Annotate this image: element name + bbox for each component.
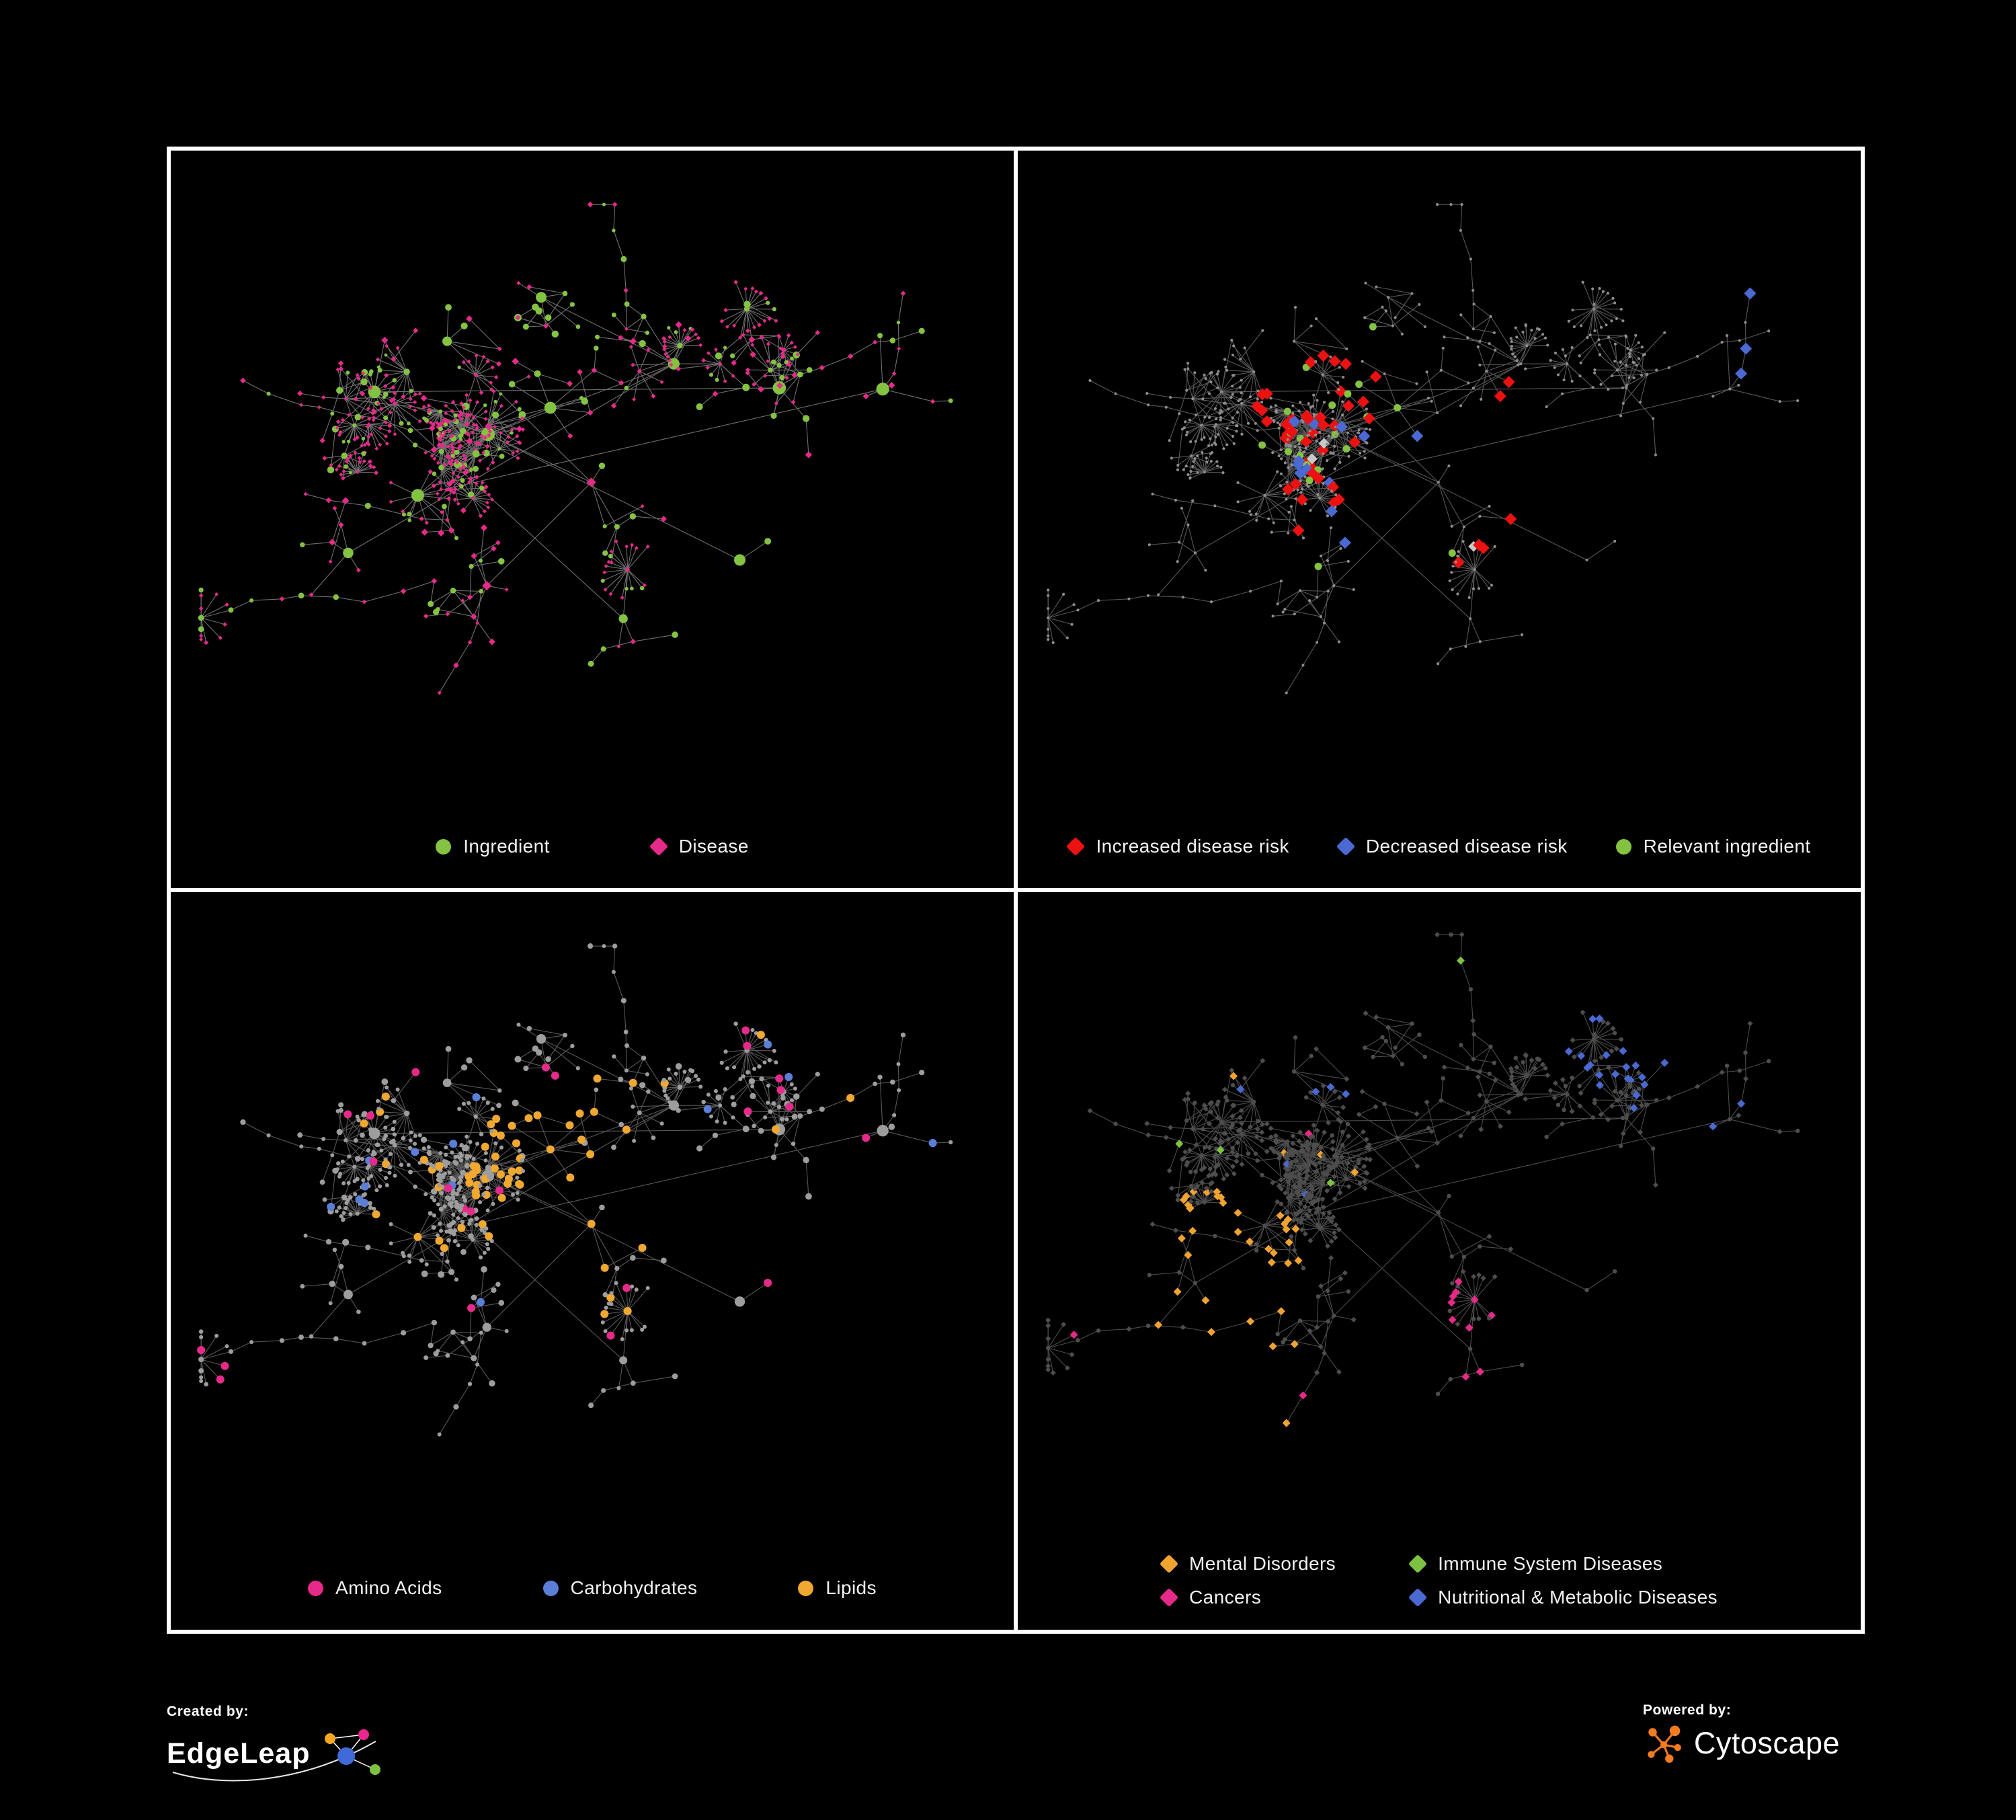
network-graph-ingredient-disease — [198, 201, 953, 695]
panel-disease-risk: Increased disease risk Decreased disease… — [1018, 151, 1861, 888]
legend-disease-risk: Increased disease risk Decreased disease… — [1018, 832, 1861, 888]
legend-label-lipids: Lipids — [825, 1577, 877, 1598]
legend-item-ingredient: Ingredient — [436, 836, 550, 857]
figure-grid: Ingredient Disease Increased disease ris… — [167, 147, 1865, 1634]
network-graph-nutrient-classes — [197, 943, 953, 1437]
legend-label-carbohydrates: Carbohydrates — [570, 1577, 698, 1598]
legend-item-increased-risk: Increased disease risk — [1066, 836, 1289, 857]
legend-item-disease: Disease — [649, 836, 749, 857]
legend-label-ingredient: Ingredient — [463, 836, 550, 857]
relevant-ingredient-circle-marker — [1615, 838, 1631, 855]
network-graph-disease-risk — [1047, 203, 1800, 695]
cytoscape-logo-icon — [1648, 1725, 1681, 1763]
ingredient-circle-marker — [436, 838, 452, 855]
network-graph-disease-categories — [1045, 932, 1800, 1427]
legend-label-disease: Disease — [678, 836, 749, 857]
decreased-risk-diamond-marker — [1336, 836, 1355, 857]
legend-label-decreased-risk: Decreased disease risk — [1365, 836, 1568, 857]
edgeleap-logo: EdgeLeap — [167, 1724, 395, 1788]
legend-item-nutritional-metabolic: Nutritional & Metabolic Diseases — [1408, 1587, 1718, 1608]
cytoscape-logo-text: Cytoscape — [1693, 1726, 1840, 1760]
carbohydrates-circle-marker — [542, 1580, 559, 1596]
legend-label-amino-acids: Amino Acids — [335, 1577, 442, 1598]
panel-disease-categories: Mental Disorders Immune System Diseases … — [1018, 892, 1861, 1630]
cancers-diamond-marker — [1159, 1587, 1179, 1608]
disease-diamond-marker — [649, 836, 668, 857]
immune-diseases-diamond-marker — [1408, 1554, 1428, 1574]
cytoscape-logo: Cytoscape — [1643, 1723, 1840, 1764]
powered-by-block: Powered by: Cytoscape — [1643, 1702, 1840, 1764]
panel-ingredient-disease: Ingredient Disease — [171, 151, 1014, 888]
legend-item-mental-disorders: Mental Disorders — [1159, 1553, 1336, 1575]
legend-item-relevant-ingredient: Relevant ingredient — [1615, 836, 1811, 857]
nutritional-metabolic-diamond-marker — [1408, 1587, 1428, 1608]
legend-label-immune-diseases: Immune System Diseases — [1438, 1553, 1663, 1574]
panel-nutrient-classes: Amino Acids Carbohydrates Lipids — [171, 892, 1014, 1630]
legend-label-nutritional-metabolic: Nutritional & Metabolic Diseases — [1438, 1587, 1718, 1608]
legend-item-immune-diseases: Immune System Diseases — [1408, 1553, 1663, 1575]
created-by-label: Created by: — [167, 1704, 249, 1719]
legend-nutrient-classes: Amino Acids Carbohydrates Lipids — [171, 1573, 1014, 1630]
legend-label-increased-risk: Increased disease risk — [1096, 836, 1289, 857]
amino-acids-circle-marker — [308, 1580, 324, 1596]
legend-label-relevant-ingredient: Relevant ingredient — [1643, 836, 1811, 857]
legend-ingredient-disease: Ingredient Disease — [171, 832, 1014, 888]
edgeleap-logo-icon — [172, 1729, 380, 1782]
legend-item-decreased-risk: Decreased disease risk — [1336, 836, 1568, 857]
created-by-block: Created by: EdgeLeap — [167, 1704, 395, 1788]
legend-disease-categories: Mental Disorders Immune System Diseases … — [1018, 1550, 1861, 1630]
legend-item-lipids: Lipids — [798, 1577, 877, 1599]
edgeleap-logo-text: EdgeLeap — [167, 1737, 311, 1770]
legend-item-cancers: Cancers — [1159, 1587, 1262, 1608]
legend-label-cancers: Cancers — [1189, 1587, 1262, 1608]
legend-label-mental-disorders: Mental Disorders — [1189, 1553, 1336, 1574]
legend-item-amino-acids: Amino Acids — [308, 1577, 442, 1599]
lipids-circle-marker — [798, 1580, 814, 1596]
mental-disorders-diamond-marker — [1159, 1554, 1179, 1574]
powered-by-label: Powered by: — [1642, 1702, 1732, 1718]
increased-risk-diamond-marker — [1066, 836, 1086, 857]
legend-item-carbohydrates: Carbohydrates — [542, 1577, 698, 1599]
